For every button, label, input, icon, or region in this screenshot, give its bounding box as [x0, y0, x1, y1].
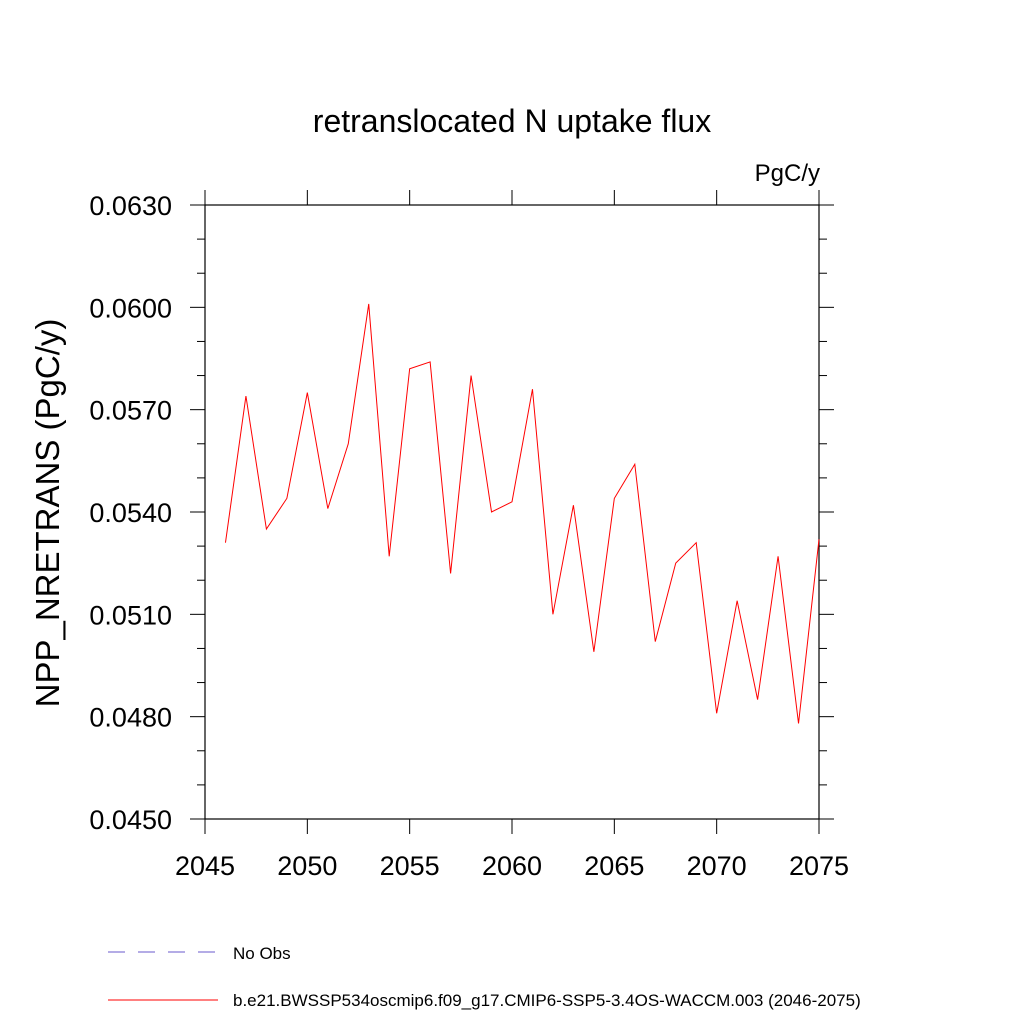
y-tick-label: 0.0570: [89, 396, 172, 426]
x-tick-label: 2070: [687, 851, 747, 881]
x-tick-label: 2060: [482, 851, 542, 881]
y-axis-label: NPP_NRETRANS (PgC/y): [29, 319, 66, 708]
chart-title: retranslocated N uptake flux: [313, 103, 711, 139]
units-label: PgC/y: [755, 160, 820, 187]
x-tick-label: 2065: [584, 851, 644, 881]
x-tick-label: 2075: [789, 851, 849, 881]
y-tick-label: 0.0480: [89, 703, 172, 733]
x-axis: 2045 2050 2055 2060 2065 2070 2075: [175, 190, 849, 881]
x-tick-label: 2045: [175, 851, 235, 881]
y-axis: 0.0450 0.0480 0.0510 0.0540 0.0570 0.0600 0.06…: [89, 191, 834, 835]
y-tick-label: 0.0510: [89, 600, 172, 630]
series-line: [224, 303, 820, 724]
legend-label-model: b.e21.BWSSP534oscmip6.f09_g17.CMIP6-SSP5…: [233, 991, 861, 1010]
y-tick-label: 0.0540: [89, 498, 172, 528]
legend: No Obs b.e21.BWSSP534oscmip6.f09_g17.CMI…: [108, 944, 861, 1010]
legend-label-no-obs: No Obs: [233, 944, 291, 963]
series-layer: [224, 303, 820, 724]
x-tick-label: 2050: [277, 851, 337, 881]
y-tick-label: 0.0450: [89, 805, 172, 835]
y-tick-label: 0.0600: [89, 293, 172, 323]
plot-frame: [204, 204, 820, 820]
y-tick-label: 0.0630: [89, 191, 172, 221]
x-tick-label: 2055: [380, 851, 440, 881]
